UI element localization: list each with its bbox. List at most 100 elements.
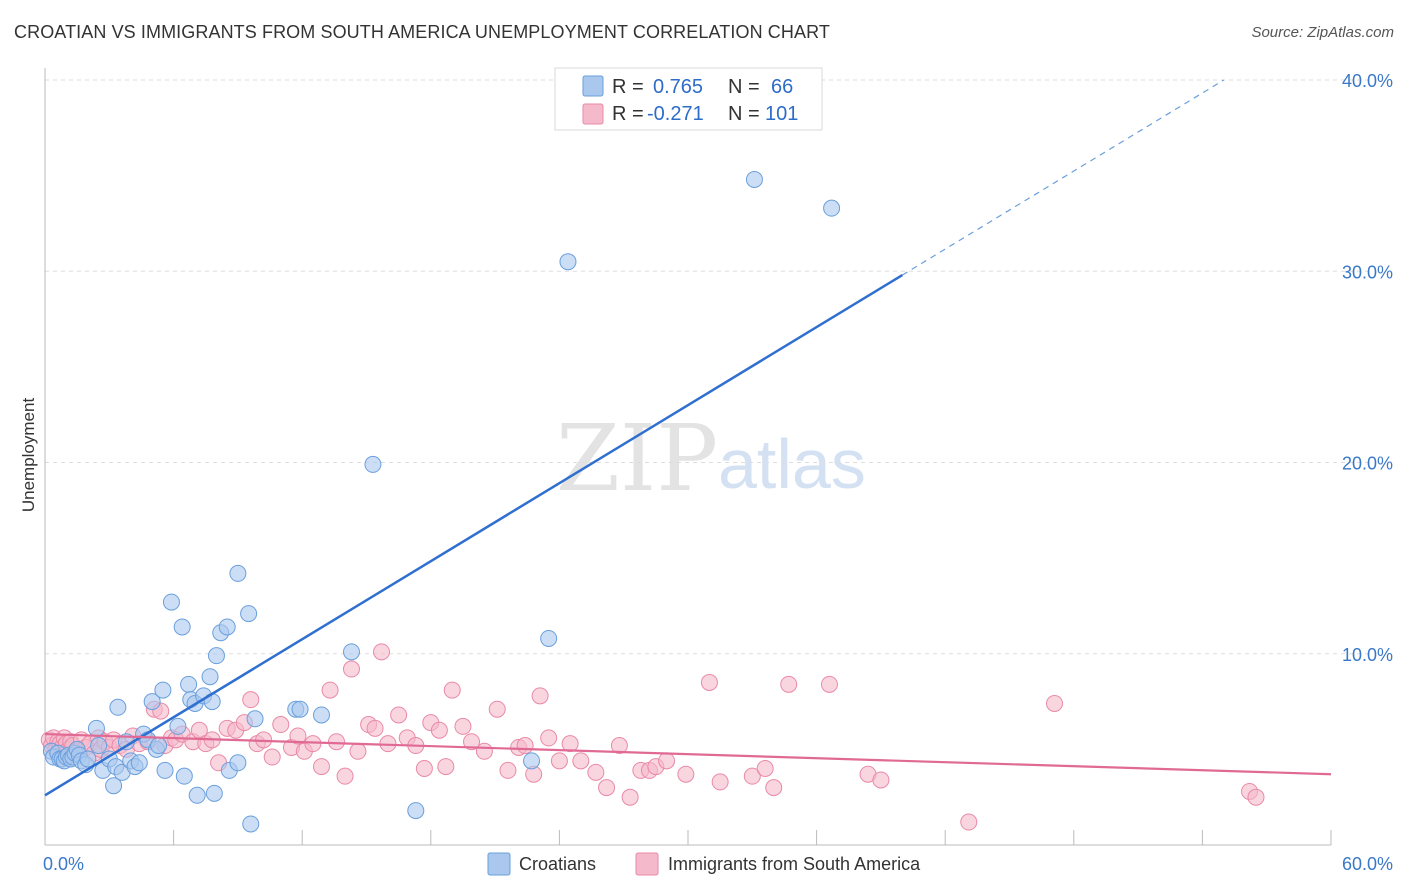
data-point <box>87 719 105 737</box>
data-point <box>463 733 481 751</box>
data-point <box>242 815 260 833</box>
data-point <box>109 698 127 716</box>
y-tick-label: 30.0% <box>1342 262 1393 282</box>
data-point <box>364 455 382 473</box>
data-point <box>820 675 838 693</box>
source-label: Source: ZipAtlas.com <box>1251 24 1394 41</box>
data-point <box>336 767 354 785</box>
legend-label-croatians: Croatians <box>519 854 596 874</box>
axes <box>44 68 1332 846</box>
data-point <box>488 700 506 718</box>
data-point <box>246 710 264 728</box>
data-point <box>327 733 345 751</box>
data-point <box>162 593 180 611</box>
data-point <box>291 700 309 718</box>
legend-swatch-croatians <box>582 75 604 97</box>
data-point <box>342 643 360 661</box>
data-point <box>349 742 367 760</box>
trendline-croatians <box>44 274 903 797</box>
data-point <box>610 737 628 755</box>
data-point <box>130 754 148 772</box>
data-point <box>443 681 461 699</box>
data-point <box>621 788 639 806</box>
data-point <box>373 643 391 661</box>
data-point <box>207 647 225 665</box>
data-point <box>587 763 605 781</box>
data-point <box>711 773 729 791</box>
data-point <box>454 717 472 735</box>
data-point <box>516 737 534 755</box>
legend-n-value: 101 <box>765 103 798 125</box>
correlation-legend: R = 0.765 N = 66 R = -0.271 N = 101 <box>554 67 823 131</box>
data-point <box>1046 694 1064 712</box>
data-point <box>229 754 247 772</box>
data-point <box>263 748 281 766</box>
data-point <box>531 687 549 705</box>
data-point <box>169 717 187 735</box>
data-point <box>180 675 198 693</box>
data-point <box>475 742 493 760</box>
data-point <box>550 752 568 770</box>
x-tick-label: 60.0% <box>1342 854 1393 874</box>
data-point <box>272 716 290 734</box>
y-tick-label: 20.0% <box>1342 454 1393 474</box>
data-point <box>312 706 330 724</box>
data-point <box>745 170 763 188</box>
data-point <box>156 761 174 779</box>
y-tick-labels: 10.0% 20.0% 30.0% 40.0% <box>1342 71 1393 665</box>
y-axis-title: Unemployment <box>19 398 38 513</box>
data-point <box>598 779 616 797</box>
data-point <box>523 752 541 770</box>
data-point <box>205 784 223 802</box>
data-point <box>90 737 108 755</box>
data-point <box>960 813 978 831</box>
data-point <box>561 735 579 753</box>
data-point <box>229 564 247 582</box>
data-point <box>150 737 168 755</box>
data-point <box>415 760 433 777</box>
data-point <box>700 673 718 691</box>
legend-n-value: 66 <box>771 76 793 98</box>
data-point <box>499 761 517 779</box>
data-point <box>559 253 577 271</box>
page-title: CROATIAN VS IMMIGRANTS FROM SOUTH AMERIC… <box>14 22 830 42</box>
series-legend: Croatians Immigrants from South America <box>487 852 921 876</box>
data-point <box>430 721 448 739</box>
data-point <box>289 727 307 745</box>
series-croatians-points <box>42 170 841 833</box>
data-point <box>658 752 676 770</box>
y-tick-label: 40.0% <box>1342 71 1393 91</box>
data-point <box>240 605 258 623</box>
legend-n-label: N = <box>728 103 760 125</box>
watermark-atlas: atlas <box>718 425 866 503</box>
data-point <box>173 618 191 636</box>
data-point <box>765 779 783 797</box>
data-point <box>677 765 695 783</box>
data-point <box>154 681 172 699</box>
data-point <box>201 668 219 686</box>
data-point <box>437 758 455 776</box>
series-immigrants-points <box>40 643 1265 831</box>
x-tick-labels: 0.0% 60.0% <box>43 854 1393 874</box>
data-point <box>572 752 590 770</box>
watermark-zip: ZIP <box>556 405 718 512</box>
legend-r-value: -0.271 <box>647 103 704 125</box>
legend-swatch-immigrants <box>635 852 659 876</box>
y-tick-label: 10.0% <box>1342 645 1393 665</box>
data-point <box>390 706 408 724</box>
legend-r-label: R = <box>612 103 644 125</box>
legend-label-immigrants: Immigrants from South America <box>668 854 921 874</box>
trendlines <box>44 79 1332 797</box>
x-tick-label: 0.0% <box>43 854 84 874</box>
data-point <box>321 681 339 699</box>
data-point <box>780 675 798 693</box>
data-point <box>407 802 425 820</box>
legend-r-value: 0.765 <box>653 76 703 98</box>
data-point <box>218 618 236 636</box>
data-point <box>1247 788 1265 806</box>
data-point <box>312 758 330 776</box>
legend-r-label: R = <box>612 76 644 98</box>
trendline-croatians-extension <box>902 79 1225 276</box>
legend-swatch-croatians <box>487 852 511 876</box>
